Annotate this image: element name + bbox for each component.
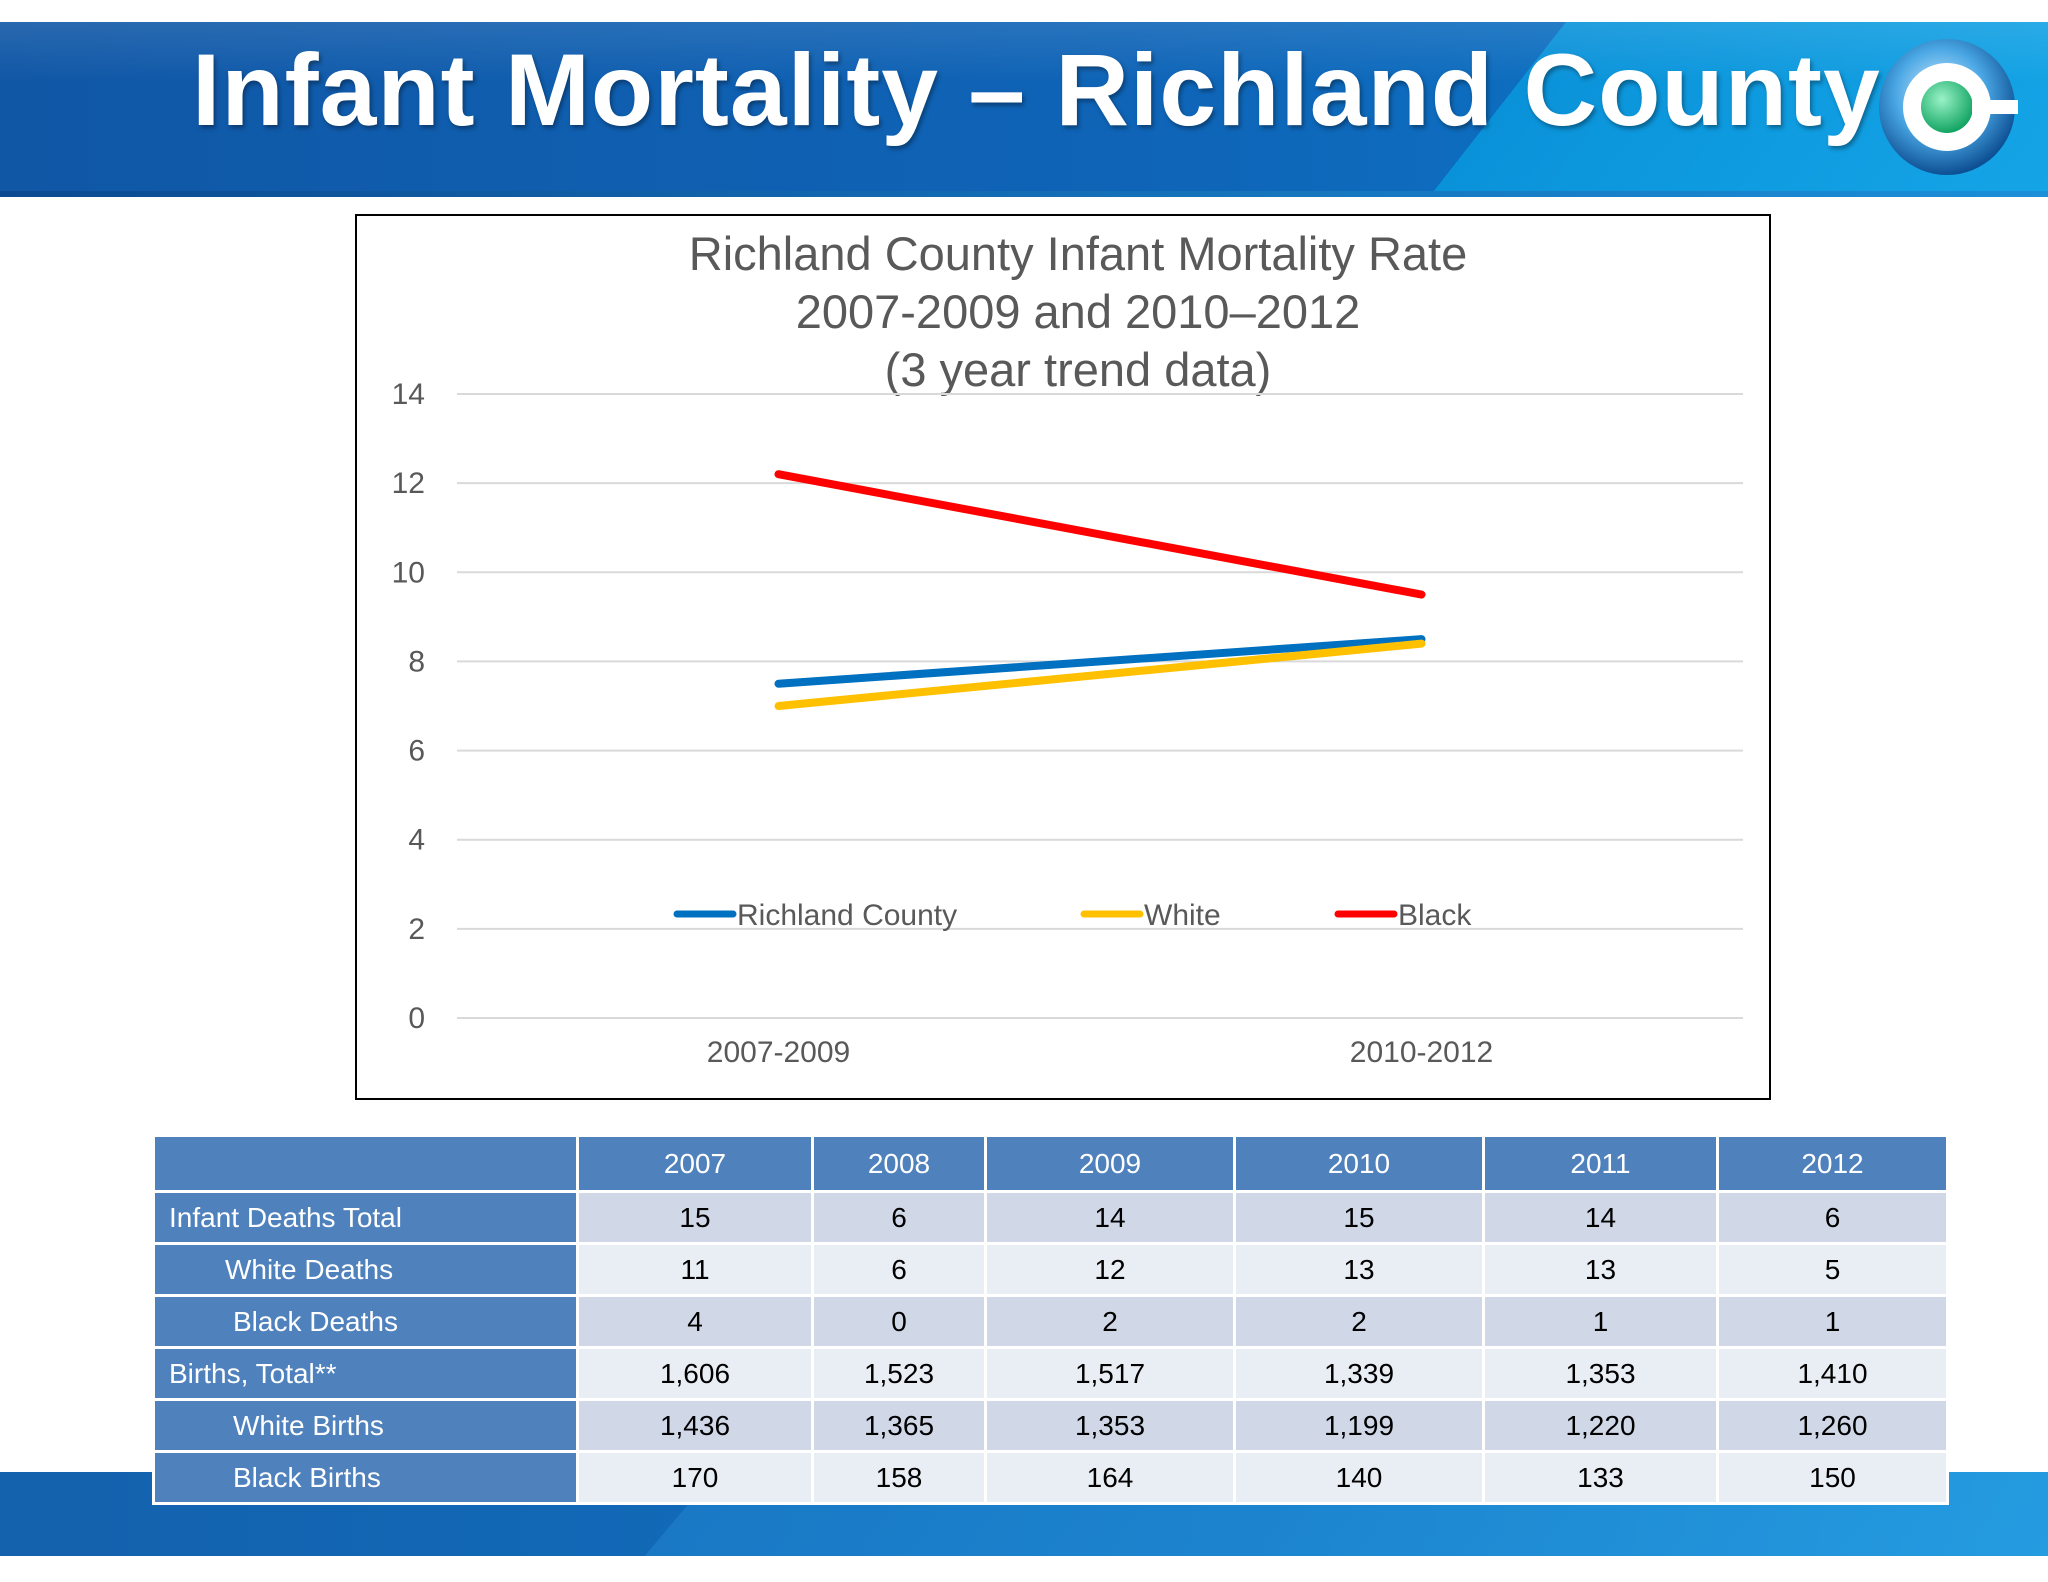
row-label: White Deaths bbox=[152, 1242, 579, 1297]
table-cell: 11 bbox=[576, 1242, 814, 1297]
row-label: White Births bbox=[152, 1398, 579, 1453]
table-cell: 1,339 bbox=[1233, 1346, 1485, 1401]
y-tick-label: 14 bbox=[392, 378, 425, 411]
chart-gridlines bbox=[457, 393, 1743, 1019]
chart-container: Richland County Infant Mortality Rate 200… bbox=[355, 214, 1771, 1100]
table-cell: 5 bbox=[1716, 1242, 1949, 1297]
legend-label: White bbox=[1144, 899, 1221, 932]
row-label: Black Deaths bbox=[152, 1294, 579, 1349]
legend-label: Richland County bbox=[737, 899, 957, 932]
table-cell: 1 bbox=[1482, 1294, 1719, 1349]
x-tick-label: 2010-2012 bbox=[1350, 1036, 1493, 1069]
chart-title: Richland County Infant Mortality Rate 200… bbox=[689, 227, 1467, 396]
table-header-2012: 2012 bbox=[1716, 1134, 1949, 1193]
table-header-2010: 2010 bbox=[1233, 1134, 1485, 1193]
table-cell: 2 bbox=[1233, 1294, 1485, 1349]
table-cell: 1,365 bbox=[811, 1398, 987, 1453]
table-row: White Births 1,436 1,365 1,353 1,199 1,2… bbox=[152, 1398, 1949, 1453]
header-shine bbox=[0, 22, 2048, 82]
table-cell: 4 bbox=[576, 1294, 814, 1349]
table-header-2009: 2009 bbox=[984, 1134, 1236, 1193]
table-cell: 13 bbox=[1233, 1242, 1485, 1297]
table-cell: 14 bbox=[1482, 1190, 1719, 1245]
table-cell: 1,220 bbox=[1482, 1398, 1719, 1453]
header-edge bbox=[0, 191, 2048, 197]
table-row: White Deaths 11 6 12 13 13 5 bbox=[152, 1242, 1949, 1297]
x-tick-label: 2007-2009 bbox=[707, 1036, 850, 1069]
table-header-corner bbox=[152, 1134, 579, 1193]
table-header-2011: 2011 bbox=[1482, 1134, 1719, 1193]
chart-series bbox=[774, 470, 1426, 710]
logo-icon bbox=[1879, 39, 2018, 175]
row-label: Infant Deaths Total bbox=[152, 1190, 579, 1245]
table-cell: 1,606 bbox=[576, 1346, 814, 1401]
table-cell: 12 bbox=[984, 1242, 1236, 1297]
table-cell: 1,410 bbox=[1716, 1346, 1949, 1401]
table-cell: 13 bbox=[1482, 1242, 1719, 1297]
y-tick-label: 0 bbox=[408, 1002, 425, 1035]
table-header-row: 2007 2008 2009 2010 2011 2012 bbox=[152, 1134, 1949, 1193]
y-axis-ticks: 0 2 4 6 8 10 12 14 bbox=[392, 378, 425, 1035]
table-row: Black Deaths 4 0 2 2 1 1 bbox=[152, 1294, 1949, 1349]
table-cell: 6 bbox=[1716, 1190, 1949, 1245]
x-axis-ticks: 2007-2009 2010-2012 bbox=[707, 1036, 1493, 1069]
table-header-2007: 2007 bbox=[576, 1134, 814, 1193]
table-cell: 170 bbox=[576, 1450, 814, 1505]
y-tick-label: 12 bbox=[392, 467, 425, 500]
table-row: Black Births 170 158 164 140 133 150 bbox=[152, 1450, 1949, 1505]
slide-title: Infant Mortality – Richland County bbox=[192, 33, 1881, 147]
data-table: 2007 2008 2009 2010 2011 2012 Infant Dea… bbox=[152, 1134, 1949, 1505]
row-label: Births, Total** bbox=[152, 1346, 579, 1401]
row-label: Black Births bbox=[152, 1450, 579, 1505]
series-line-black bbox=[774, 470, 1426, 599]
table-row: Infant Deaths Total 15 6 14 15 14 6 bbox=[152, 1190, 1949, 1245]
chart-title-text: Richland County Infant Mortality Rate 200… bbox=[689, 227, 1467, 396]
table-cell: 164 bbox=[984, 1450, 1236, 1505]
table-cell: 150 bbox=[1716, 1450, 1949, 1505]
y-tick-label: 10 bbox=[392, 556, 425, 589]
table-cell: 15 bbox=[576, 1190, 814, 1245]
table-header-2008: 2008 bbox=[811, 1134, 987, 1193]
table-cell: 6 bbox=[811, 1242, 987, 1297]
slide-header bbox=[0, 22, 2048, 197]
table-cell: 1,353 bbox=[1482, 1346, 1719, 1401]
table-cell: 1,199 bbox=[1233, 1398, 1485, 1453]
series-line-white bbox=[774, 639, 1426, 710]
table-cell: 14 bbox=[984, 1190, 1236, 1245]
y-tick-label: 4 bbox=[408, 824, 425, 857]
table-row: Births, Total** 1,606 1,523 1,517 1,339 … bbox=[152, 1346, 1949, 1401]
legend-label: Black bbox=[1398, 899, 1472, 932]
table-cell: 1 bbox=[1716, 1294, 1949, 1349]
y-tick-label: 8 bbox=[408, 645, 425, 678]
table-cell: 6 bbox=[811, 1190, 987, 1245]
table-cell: 2 bbox=[984, 1294, 1236, 1349]
table-cell: 133 bbox=[1482, 1450, 1719, 1505]
series-line-richland-county bbox=[774, 635, 1426, 688]
table-cell: 158 bbox=[811, 1450, 987, 1505]
table-cell: 0 bbox=[811, 1294, 987, 1349]
table-cell: 140 bbox=[1233, 1450, 1485, 1505]
y-tick-label: 6 bbox=[408, 735, 425, 768]
table-cell: 1,517 bbox=[984, 1346, 1236, 1401]
table-cell: 1,436 bbox=[576, 1398, 814, 1453]
table-cell: 1,260 bbox=[1716, 1398, 1949, 1453]
chart-legend: Richland County White Black bbox=[673, 899, 1472, 932]
y-tick-label: 2 bbox=[408, 913, 425, 946]
line-chart: Richland County Infant Mortality Rate 200… bbox=[392, 227, 1743, 1069]
table-cell: 15 bbox=[1233, 1190, 1485, 1245]
table-cell: 1,353 bbox=[984, 1398, 1236, 1453]
table-cell: 1,523 bbox=[811, 1346, 987, 1401]
